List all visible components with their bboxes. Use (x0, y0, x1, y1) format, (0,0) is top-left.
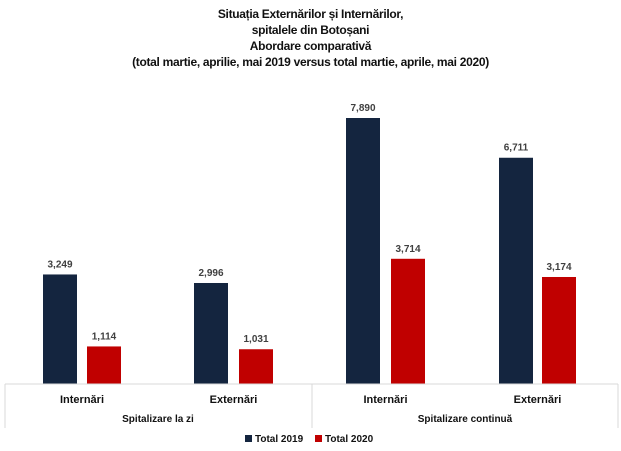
data-label: 3,714 (395, 244, 420, 255)
legend-swatch (315, 435, 322, 442)
legend-label: Total 2020 (325, 434, 374, 445)
bar-total-2020-0 (87, 346, 121, 384)
legend-swatch (245, 435, 252, 442)
bar-total-2019-3 (499, 157, 533, 384)
data-label: 3,249 (47, 259, 72, 270)
bar-total-2020-2 (391, 258, 425, 384)
title-line-2: spitalele din Botoșani (251, 23, 370, 37)
group-label: Spitalizare la zi (122, 414, 194, 425)
title-line-1: Situația Externărilor și Internărilor, (217, 7, 404, 21)
data-label: 1,114 (92, 331, 117, 342)
category-label: Externări (514, 394, 562, 406)
category-label: Internări (363, 394, 407, 406)
data-label: 1,031 (243, 334, 268, 345)
data-label: 6,711 (504, 143, 529, 154)
group-label: Spitalizare continuă (418, 414, 513, 425)
data-label: 3,174 (546, 262, 571, 273)
title-line-4: (total martie, aprilie, mai 2019 versus … (132, 55, 489, 69)
bar-total-2019-2 (346, 118, 380, 384)
bar-total-2020-1 (239, 349, 273, 384)
bar-total-2020-3 (542, 276, 576, 384)
title-line-3: Abordare comparativă (249, 39, 372, 53)
data-label: 2,996 (198, 268, 223, 279)
bar-total-2019-1 (194, 282, 228, 384)
legend-label: Total 2019 (255, 434, 304, 445)
category-label: Internări (60, 394, 104, 406)
bar-total-2019-0 (43, 274, 77, 384)
chart-title: Situația Externărilor și Internărilor, s… (0, 6, 621, 70)
category-label: Externări (210, 394, 258, 406)
data-label: 7,890 (350, 103, 375, 114)
